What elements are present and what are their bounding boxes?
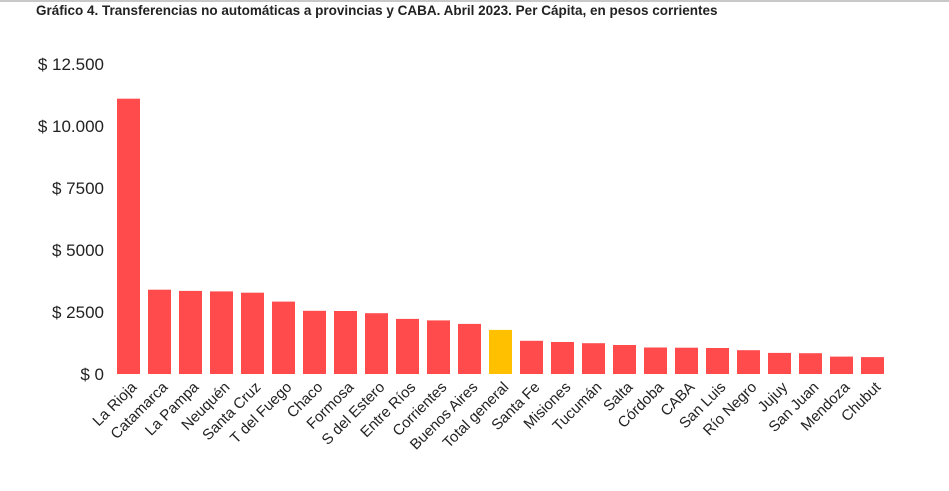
bar-jujuy [768,352,791,374]
chart-title: Gráfico 4. Transferencias no automáticas… [36,3,718,18]
bar-c-rdoba [644,347,667,374]
bar-misiones [551,342,574,374]
bar-neuqu-n [210,291,233,374]
y-tick-label: $ 2500 [52,303,104,322]
y-tick-label: $ 0 [80,365,104,384]
bar-la-rioja [117,98,140,374]
bar-mendoza [830,356,853,374]
bar-buenos-aires [458,323,481,374]
y-tick-label: $ 7500 [52,179,104,198]
bar-chaco [303,310,326,374]
bar-catamarca [148,289,171,374]
bar-salta [613,345,636,374]
bar-t-del-fuego [272,301,295,374]
y-tick-label: $ 12.500 [38,55,104,74]
bar-tucum-n [582,343,605,374]
y-tick-label: $ 10.000 [38,117,104,136]
bar-entre-r-os [396,318,419,374]
bar-r-o-negro [737,350,760,374]
bar-caba [675,347,698,374]
bar-corrientes [427,320,450,374]
y-axis-ticks: $ 0 $ 2500 $ 5000 $ 7500 $ 10.000 $ 12.500 [38,55,104,384]
top-divider [0,0,949,2]
bar-formosa [334,311,357,374]
bar-s-del-estero [365,313,388,374]
bar-san-luis [706,348,729,374]
bar-santa-cruz [241,292,264,374]
y-tick-label: $ 5000 [52,241,104,260]
bar-total-general [489,329,512,374]
bars [117,98,884,374]
bar-santa-fe [520,340,543,374]
bar-chubut [861,357,884,374]
bar-san-juan [799,353,822,374]
bar-la-pampa [179,290,202,374]
